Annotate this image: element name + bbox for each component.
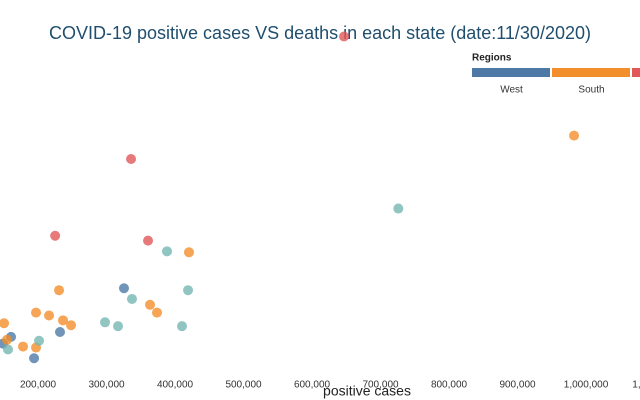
x-tick-label: 300,000	[88, 380, 125, 391]
legend-label: South	[578, 85, 604, 96]
point	[100, 317, 111, 328]
point	[18, 341, 29, 352]
point	[44, 310, 55, 321]
x-tick-label: 1,100,000	[632, 380, 640, 391]
point	[31, 307, 42, 318]
point	[1, 334, 12, 345]
point	[569, 130, 580, 141]
x-tick-label: 700,000	[362, 380, 399, 391]
legend-title: Regions	[472, 53, 512, 64]
x-tick-label: 900,000	[499, 380, 536, 391]
point	[339, 31, 350, 42]
x-tick-label: 500,000	[225, 380, 262, 391]
point	[118, 283, 129, 294]
point	[54, 285, 65, 296]
point	[55, 327, 66, 338]
point	[29, 353, 40, 364]
point	[145, 299, 156, 310]
point	[127, 293, 138, 304]
point	[0, 318, 10, 329]
point	[113, 321, 124, 332]
point	[162, 246, 173, 257]
legend-swatch	[552, 68, 630, 77]
x-tick-label: 400,000	[157, 380, 194, 391]
x-axis-title: positive cases	[323, 383, 411, 399]
point	[152, 307, 163, 318]
point	[34, 335, 45, 346]
point	[3, 344, 14, 355]
point	[143, 235, 154, 246]
x-tick-label: 200,000	[20, 380, 57, 391]
point	[177, 321, 188, 332]
point	[50, 230, 61, 241]
legend-label: West	[500, 85, 523, 96]
point	[393, 203, 404, 214]
x-tick-label: 1,000,000	[564, 380, 609, 391]
point	[126, 153, 137, 164]
point	[183, 247, 194, 258]
point	[66, 320, 77, 331]
x-tick-label: 800,000	[431, 380, 468, 391]
point	[183, 285, 194, 296]
point	[58, 315, 69, 326]
legend-swatch	[472, 68, 550, 77]
legend-swatch	[632, 68, 640, 77]
chart-title: COVID-19 positive cases VS deaths in eac…	[49, 23, 591, 43]
x-tick-label: 600,000	[294, 380, 331, 391]
